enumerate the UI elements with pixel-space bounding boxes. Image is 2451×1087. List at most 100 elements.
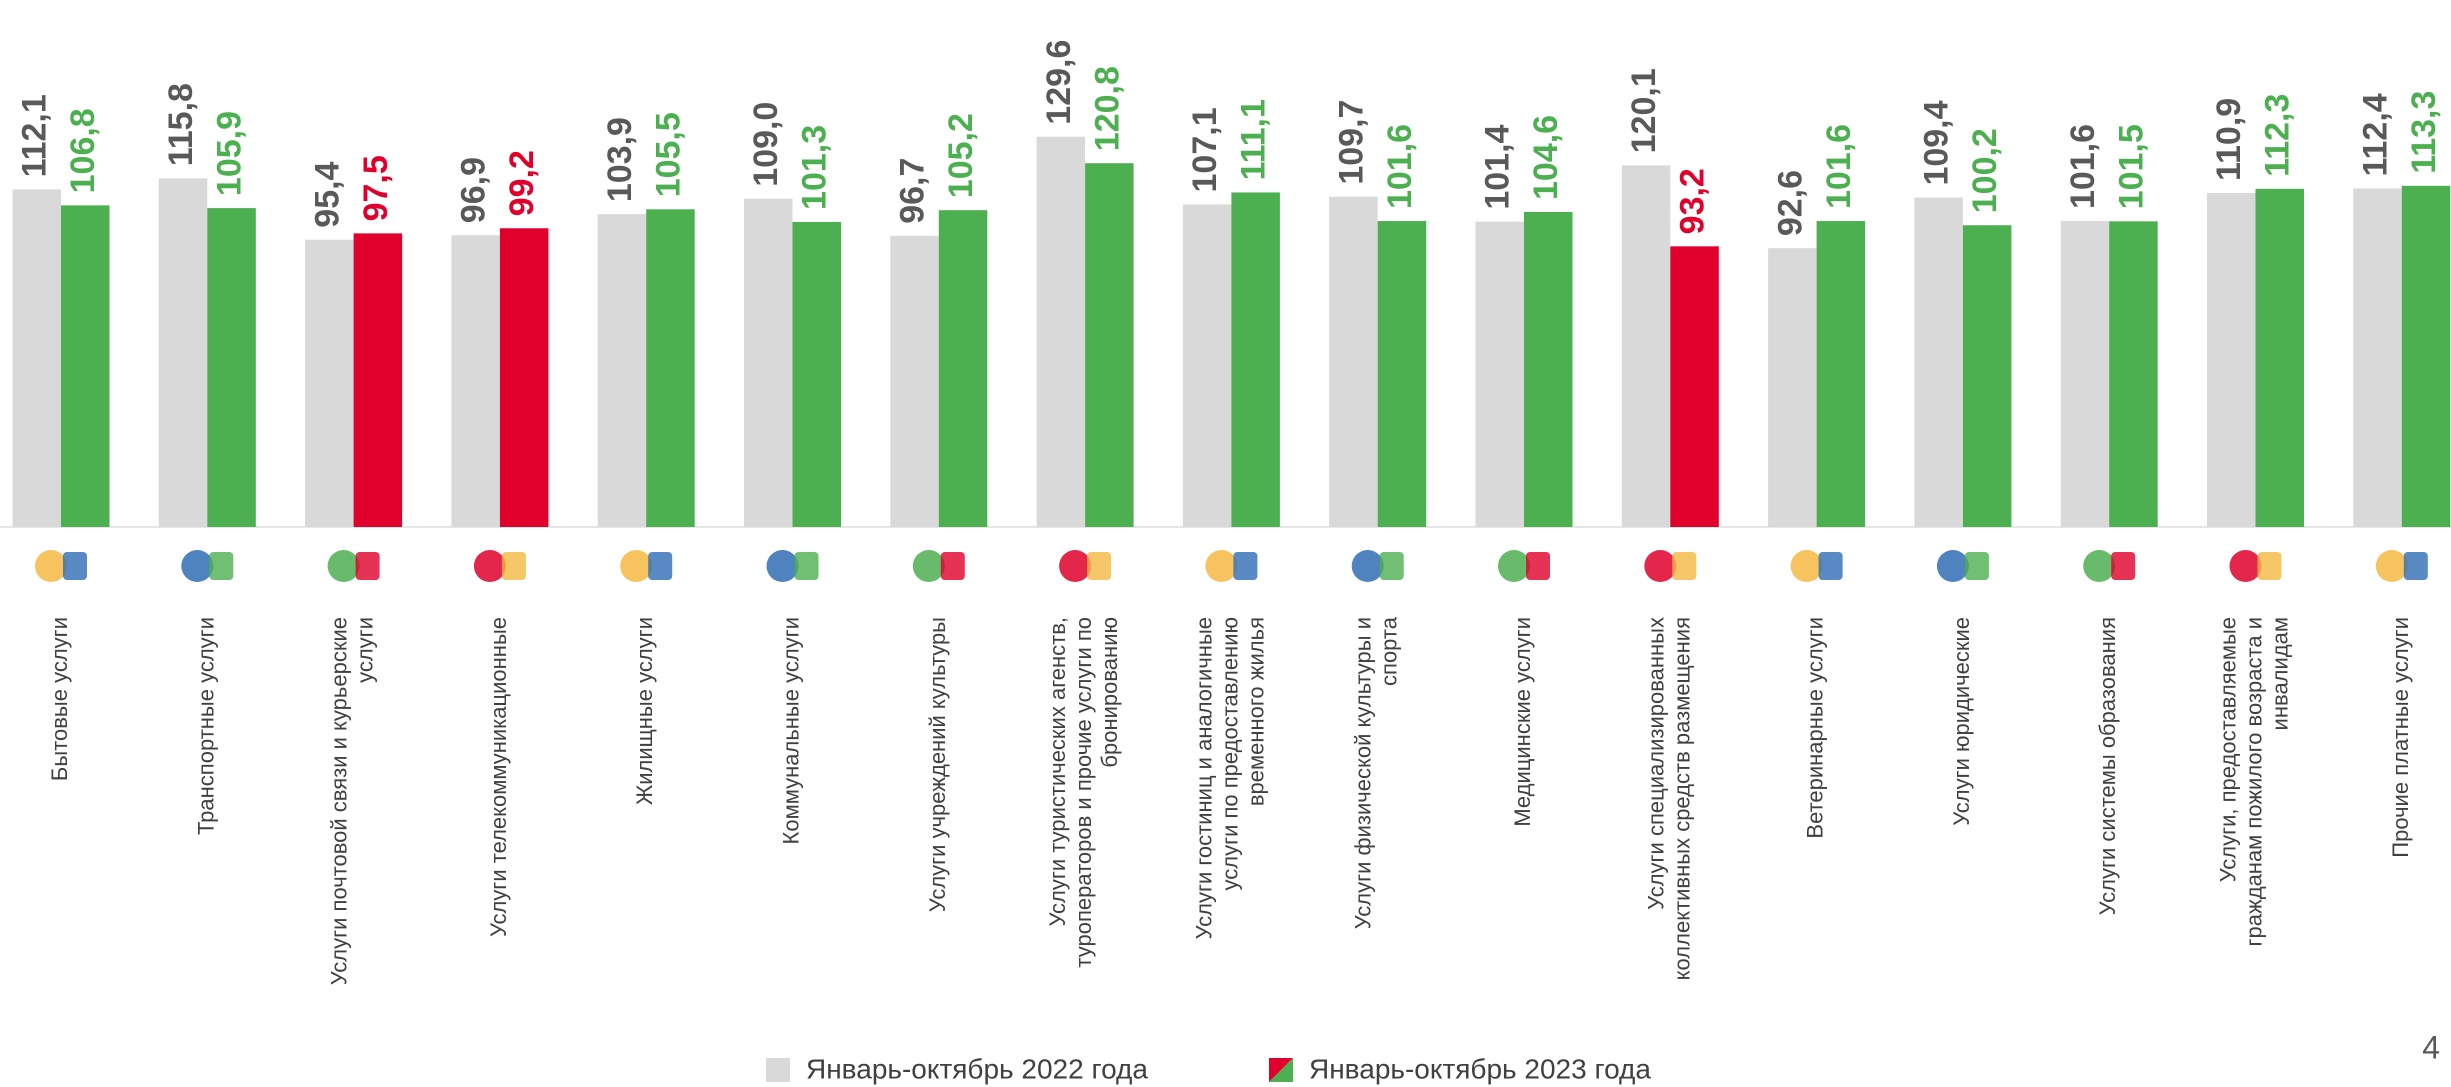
value-label: 112,3 — [2259, 94, 2297, 177]
value-label: 105,5 — [649, 112, 687, 197]
bar — [1524, 212, 1573, 527]
value-label: 120,1 — [1625, 68, 1663, 153]
category-icon — [1672, 552, 1696, 580]
legend-label: Январь-октябрь 2023 года — [1309, 1053, 1651, 1084]
value-label: 101,6 — [1820, 124, 1858, 209]
category-icon — [356, 552, 380, 580]
x-tick-label: Услуги почтовой связи и курьерскиеуслуги — [326, 617, 377, 985]
category-icon — [2230, 550, 2262, 582]
bar — [2353, 189, 2402, 527]
category-icon — [2083, 550, 2115, 582]
x-tick-label: Услуги, предоставляемыегражданам пожилог… — [2215, 617, 2292, 946]
x-tick-label: Жилищные услуги — [632, 617, 657, 805]
bar — [793, 222, 842, 527]
value-label: 103,9 — [601, 117, 639, 202]
bar — [451, 235, 500, 527]
value-label: 99,2 — [503, 150, 541, 216]
bar — [354, 233, 403, 527]
chart: 4 112,1106,8Бытовые услуги115,8105,9Тран… — [0, 0, 2451, 1087]
category-icon — [1937, 550, 1969, 582]
category-icon — [1059, 550, 1091, 582]
value-label: 115,8 — [162, 83, 200, 166]
value-label: 96,9 — [455, 157, 493, 223]
value-label: 105,9 — [211, 111, 249, 196]
x-tick-label: Бытовые услуги — [47, 617, 72, 781]
bar — [1037, 137, 1086, 527]
bar — [13, 189, 62, 527]
category-icon — [1205, 550, 1237, 582]
bar — [2109, 221, 2158, 527]
bar — [890, 236, 939, 527]
value-label: 111,1 — [1235, 99, 1273, 180]
value-label: 101,6 — [1381, 124, 1419, 209]
category-icon — [1526, 552, 1550, 580]
value-label: 95,4 — [308, 161, 346, 227]
category-icon — [2404, 552, 2428, 580]
value-label: 106,8 — [64, 108, 102, 193]
bar — [1183, 204, 1232, 527]
value-label: 113,3 — [2405, 91, 2443, 174]
value-label: 107,1 — [1186, 107, 1224, 192]
category-icon — [328, 550, 360, 582]
bar — [1670, 246, 1719, 527]
category-icon — [1233, 552, 1257, 580]
x-tick-label: Услуги гостиниц и аналогичныеуслуги по п… — [1191, 617, 1268, 939]
x-tick-label: Прочие платные услуги — [2388, 617, 2413, 858]
category-icon — [941, 552, 965, 580]
value-label: 96,7 — [894, 158, 932, 224]
bar — [598, 214, 647, 527]
x-tick-label: Ветеринарные услуги — [1802, 617, 1827, 839]
value-label: 109,0 — [747, 102, 785, 187]
bar — [1768, 248, 1817, 527]
category-icon — [1965, 552, 1989, 580]
bar — [1963, 225, 2012, 527]
bar — [305, 240, 354, 527]
bar — [1817, 221, 1866, 527]
category-icon — [502, 552, 526, 580]
x-tick-label: Услуги учреждений культуры — [925, 617, 950, 912]
category-icon — [1380, 552, 1404, 580]
x-tick-label: Услуги физической культуры испорта — [1351, 616, 1402, 929]
legend-label: Январь-октябрь 2022 года — [806, 1053, 1148, 1084]
bar — [207, 208, 256, 527]
category-icon — [1791, 550, 1823, 582]
category-icon — [1498, 550, 1530, 582]
value-label: 104,6 — [1527, 115, 1565, 200]
x-tick-label: Услуги специализированныхколлективных ср… — [1643, 617, 1694, 980]
page-number: 4 — [2422, 1029, 2440, 1065]
bar — [1085, 163, 1134, 527]
bar — [1231, 192, 1280, 527]
x-tick-label: Коммунальные услуги — [778, 617, 803, 844]
value-label: 100,2 — [1966, 128, 2004, 213]
bar — [159, 178, 208, 527]
category-icon — [35, 550, 67, 582]
bar — [646, 209, 695, 527]
value-label: 112,4 — [2357, 93, 2395, 176]
category-icon — [1352, 550, 1384, 582]
bar — [61, 205, 110, 527]
category-icon — [209, 552, 233, 580]
bar — [2207, 193, 2256, 527]
bar — [939, 210, 988, 527]
x-tick-label: Медицинские услуги — [1510, 617, 1535, 827]
category-icon — [648, 552, 672, 580]
bar — [1622, 165, 1671, 527]
category-icon — [2376, 550, 2408, 582]
value-label: 109,4 — [1918, 100, 1956, 185]
value-label: 129,6 — [1040, 40, 1078, 125]
bar — [744, 199, 793, 527]
bar — [2256, 189, 2305, 527]
category-icon — [767, 550, 799, 582]
value-label: 109,7 — [1332, 100, 1370, 185]
legend-swatch — [766, 1058, 790, 1082]
value-label: 101,4 — [1479, 124, 1517, 209]
category-icon — [474, 550, 506, 582]
bar — [1476, 222, 1525, 527]
category-icon — [1644, 550, 1676, 582]
x-tick-label: Услуги телекоммуникационные — [486, 617, 511, 937]
category-icon — [63, 552, 87, 580]
bar — [500, 228, 549, 527]
category-icon — [795, 552, 819, 580]
category-icon — [913, 550, 945, 582]
value-label: 92,6 — [1771, 170, 1809, 236]
